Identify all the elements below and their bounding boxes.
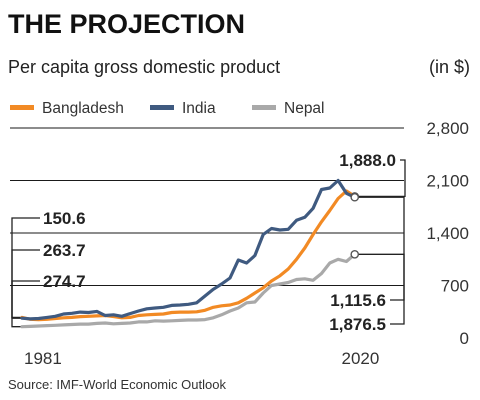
series-lines <box>20 178 357 329</box>
source-note: Source: IMF-World Economic Outlook <box>8 377 226 392</box>
y-tick-label-700: 700 <box>441 277 469 296</box>
start-label-bangladesh: 274.7 <box>43 272 86 291</box>
y-tick-label-2100: 2,100 <box>426 172 469 191</box>
series-line-india <box>20 178 357 321</box>
chart-subtitle: Per capita gross domestic product <box>8 57 280 77</box>
y-tick-label-0: 0 <box>460 329 469 348</box>
labels: 0 700 1,400 2,100 2,800 1981 2020 150.6 263.7 274… <box>24 119 469 368</box>
gridlines <box>10 127 404 286</box>
legend-swatch-bangladesh <box>10 105 34 110</box>
series-line-nepal <box>20 252 357 329</box>
legend-label-india: India <box>182 100 216 117</box>
end-label-india: 1,876.5 <box>329 315 386 334</box>
end-leader-india <box>354 196 405 325</box>
end-marker-nepal <box>350 250 360 259</box>
legend: Bangladesh India Nepal <box>10 100 325 117</box>
start-leader-bangladesh <box>11 280 40 319</box>
start-leader-nepal <box>11 217 40 328</box>
end-label-nepal: 1,115.6 <box>330 291 386 310</box>
series-line-bangladesh <box>20 189 357 322</box>
annotation-leaders <box>11 159 406 328</box>
chart-title: THE PROJECTION <box>8 9 245 39</box>
y-tick-label-1400: 1,400 <box>426 224 469 243</box>
legend-label-bangladesh: Bangladesh <box>42 100 124 117</box>
endpoint-markers <box>350 192 360 259</box>
legend-label-nepal: Nepal <box>284 100 325 117</box>
x-tick-label-1981: 1981 <box>24 349 62 368</box>
legend-swatch-india <box>150 105 174 110</box>
start-label-nepal: 150.6 <box>43 209 86 228</box>
end-marker-india <box>350 192 360 202</box>
legend-swatch-nepal <box>252 105 276 110</box>
end-leader-bangladesh <box>354 159 406 198</box>
unit-label: (in $) <box>429 57 470 77</box>
x-tick-label-2020: 2020 <box>341 349 379 368</box>
start-label-india: 263.7 <box>43 241 86 260</box>
end-label-bangladesh: 1,888.0 <box>339 151 396 170</box>
y-tick-label-2800: 2,800 <box>426 119 469 138</box>
start-leader-india <box>11 249 40 319</box>
